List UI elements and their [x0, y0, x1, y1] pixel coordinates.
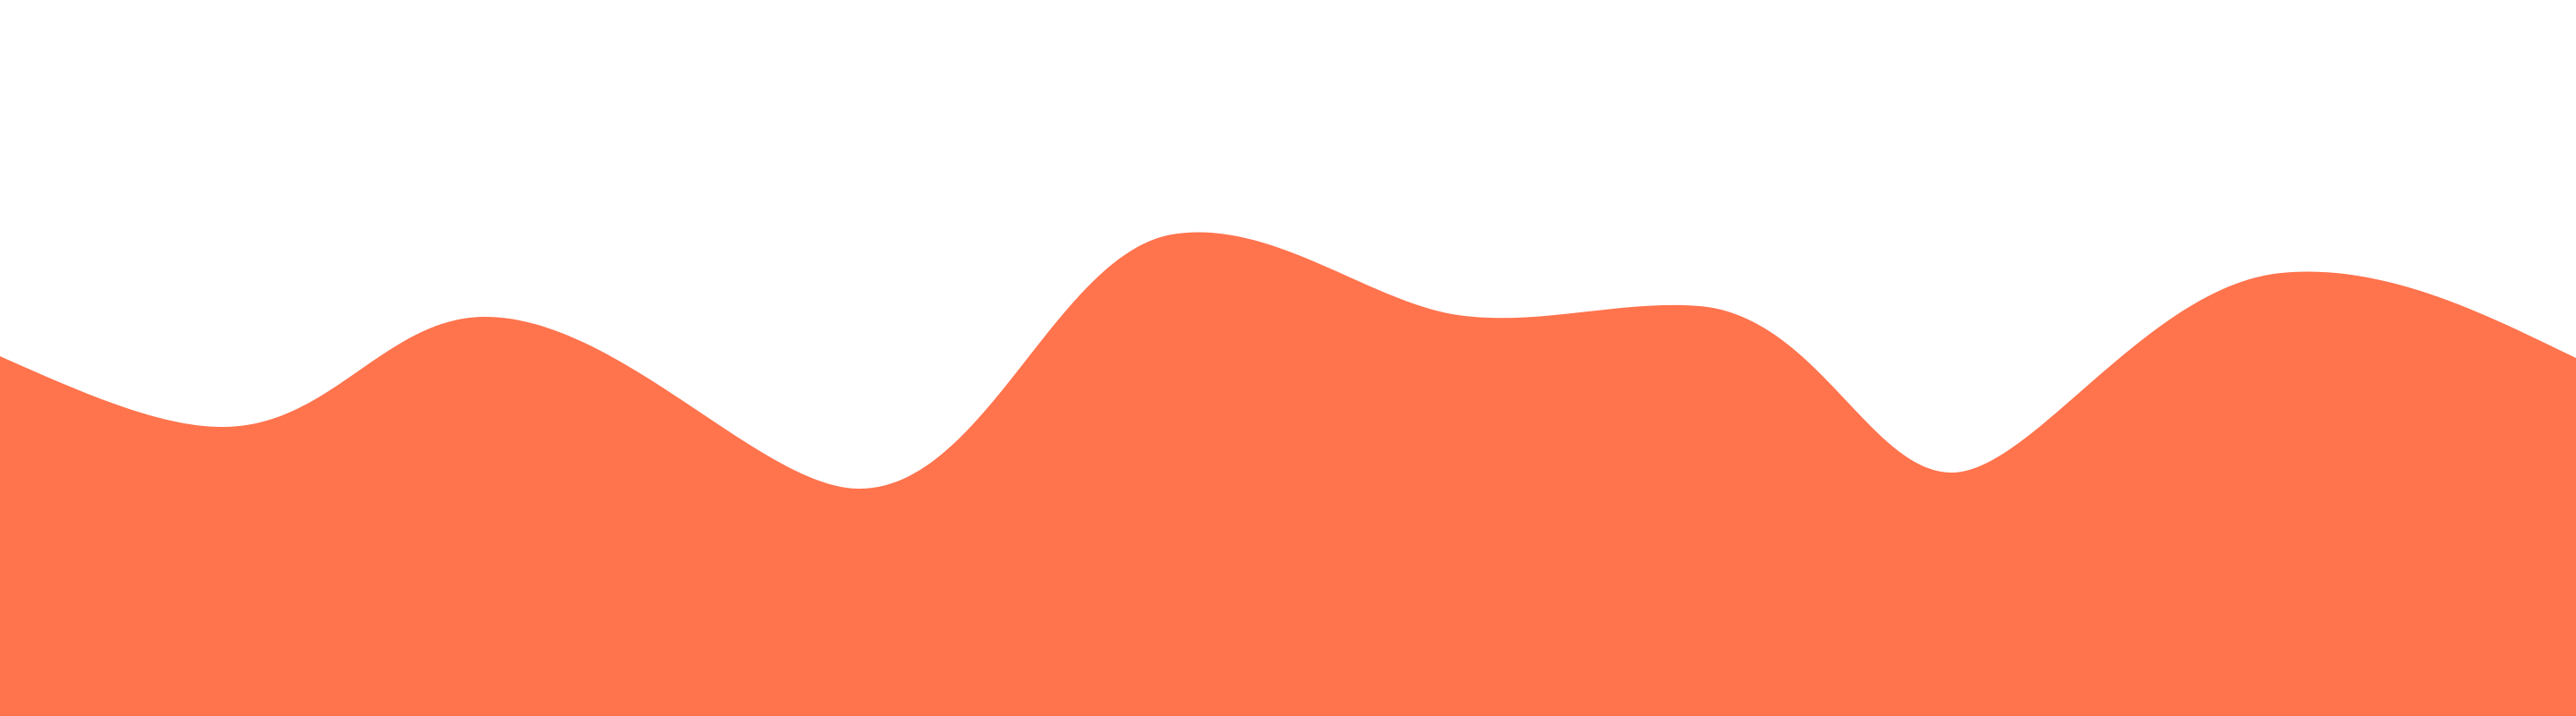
- orange-wave-shape: [0, 232, 2576, 716]
